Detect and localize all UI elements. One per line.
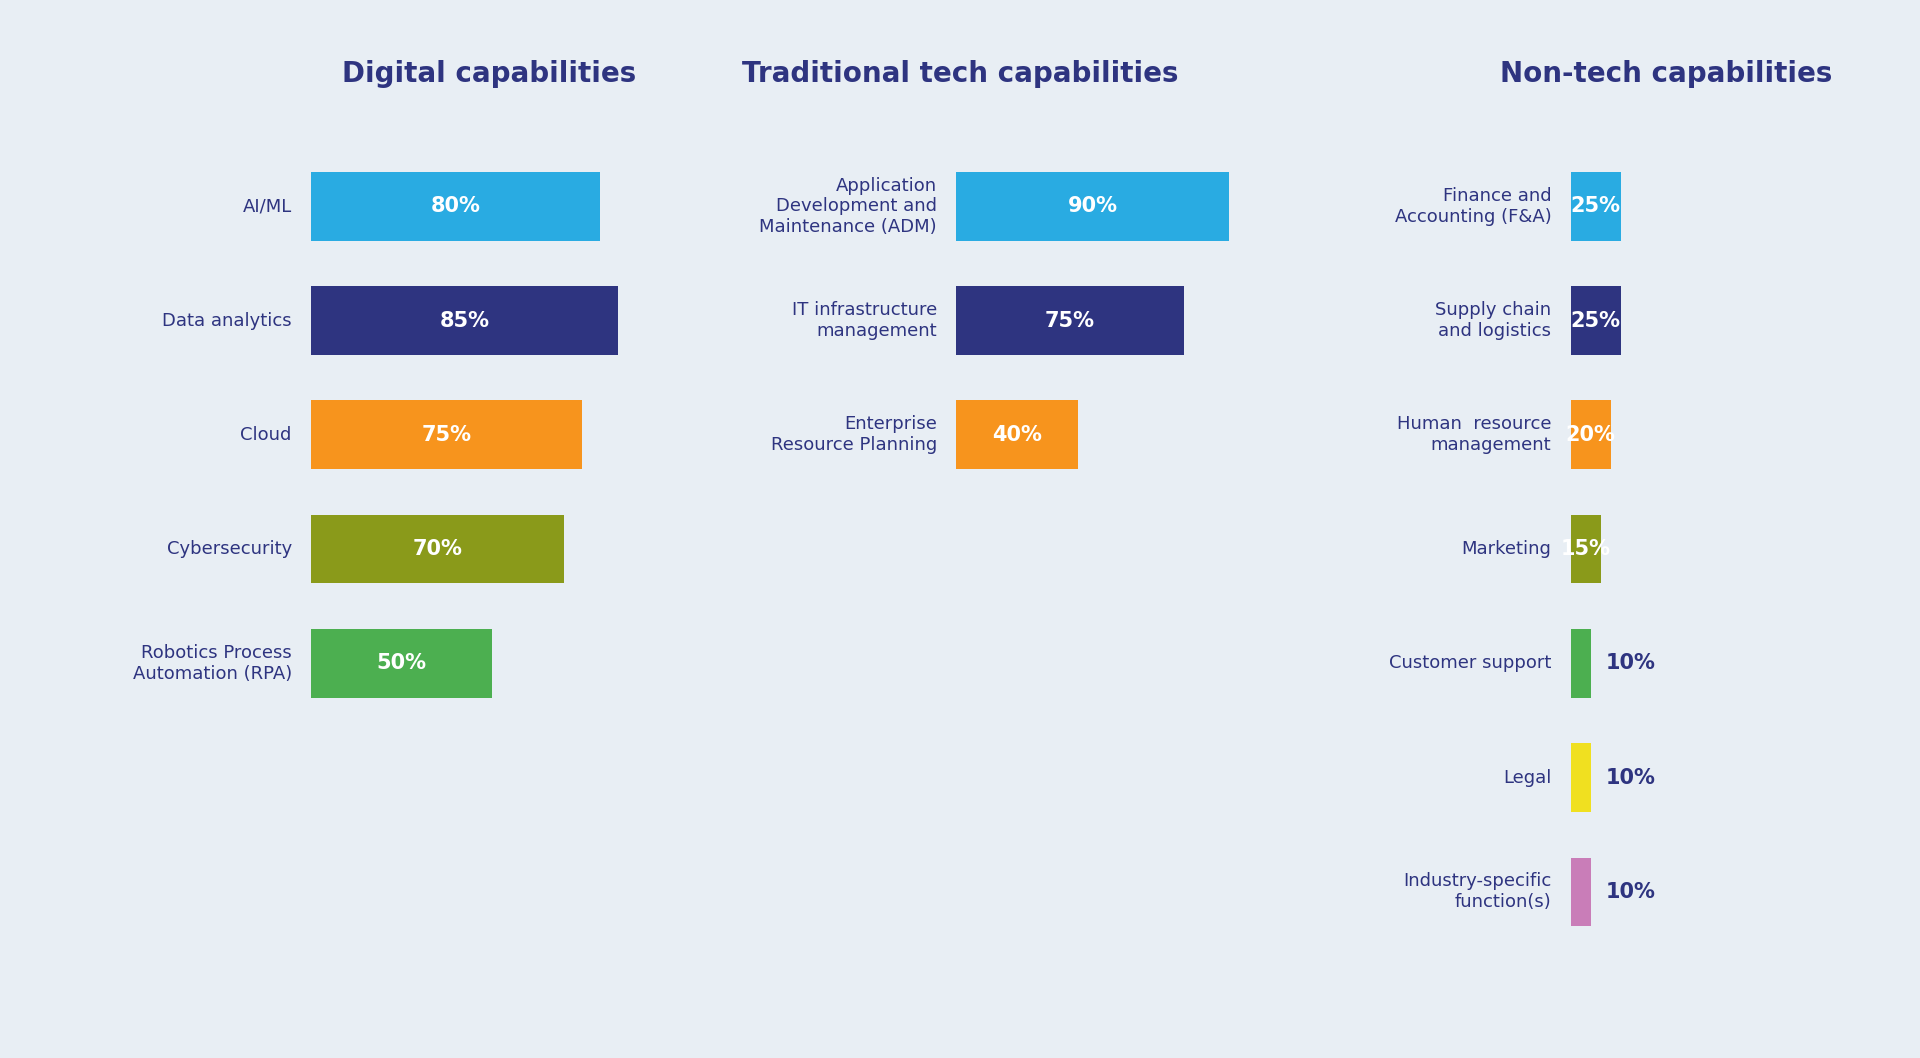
Text: 85%: 85% bbox=[440, 311, 490, 330]
FancyBboxPatch shape bbox=[311, 286, 618, 354]
Text: 10%: 10% bbox=[1605, 768, 1655, 787]
Text: Data analytics: Data analytics bbox=[161, 311, 292, 330]
FancyBboxPatch shape bbox=[311, 628, 492, 698]
Text: 40%: 40% bbox=[993, 425, 1043, 444]
Text: 10%: 10% bbox=[1605, 882, 1655, 901]
Text: 20%: 20% bbox=[1567, 425, 1615, 444]
Text: Traditional tech capabilities: Traditional tech capabilities bbox=[741, 60, 1179, 88]
Text: Finance and
Accounting (F&A): Finance and Accounting (F&A) bbox=[1394, 187, 1551, 225]
FancyBboxPatch shape bbox=[1571, 400, 1611, 469]
FancyBboxPatch shape bbox=[956, 171, 1229, 240]
Text: 10%: 10% bbox=[1605, 654, 1655, 673]
Text: Supply chain
and logistics: Supply chain and logistics bbox=[1436, 302, 1551, 340]
Text: Non-tech capabilities: Non-tech capabilities bbox=[1500, 60, 1834, 88]
FancyBboxPatch shape bbox=[1571, 628, 1590, 698]
Text: AI/ML: AI/ML bbox=[242, 197, 292, 216]
FancyBboxPatch shape bbox=[956, 286, 1183, 354]
Text: Human  resource
management: Human resource management bbox=[1398, 416, 1551, 454]
FancyBboxPatch shape bbox=[1571, 171, 1620, 240]
Text: Enterprise
Resource Planning: Enterprise Resource Planning bbox=[770, 416, 937, 454]
Text: 75%: 75% bbox=[1044, 311, 1094, 330]
Text: 70%: 70% bbox=[413, 540, 463, 559]
FancyBboxPatch shape bbox=[1571, 514, 1601, 583]
Text: 90%: 90% bbox=[1068, 197, 1117, 216]
Text: Industry-specific
function(s): Industry-specific function(s) bbox=[1404, 873, 1551, 911]
Text: 80%: 80% bbox=[430, 197, 480, 216]
FancyBboxPatch shape bbox=[1571, 286, 1620, 354]
FancyBboxPatch shape bbox=[956, 400, 1077, 469]
FancyBboxPatch shape bbox=[311, 514, 564, 583]
Text: 25%: 25% bbox=[1571, 197, 1620, 216]
Text: Customer support: Customer support bbox=[1388, 654, 1551, 673]
Text: 75%: 75% bbox=[420, 425, 472, 444]
FancyBboxPatch shape bbox=[311, 171, 599, 240]
Text: Cybersecurity: Cybersecurity bbox=[167, 540, 292, 559]
Text: Marketing: Marketing bbox=[1461, 540, 1551, 559]
FancyBboxPatch shape bbox=[1571, 857, 1590, 927]
Text: 15%: 15% bbox=[1561, 540, 1611, 559]
Text: Digital capabilities: Digital capabilities bbox=[342, 60, 637, 88]
FancyBboxPatch shape bbox=[1571, 743, 1590, 813]
Text: IT infrastructure
management: IT infrastructure management bbox=[791, 302, 937, 340]
Text: Cloud: Cloud bbox=[240, 425, 292, 444]
Text: 50%: 50% bbox=[376, 654, 426, 673]
Text: 25%: 25% bbox=[1571, 311, 1620, 330]
FancyBboxPatch shape bbox=[311, 400, 582, 469]
Text: Application
Development and
Maintenance (ADM): Application Development and Maintenance … bbox=[758, 177, 937, 236]
Text: Legal: Legal bbox=[1503, 768, 1551, 787]
Text: Robotics Process
Automation (RPA): Robotics Process Automation (RPA) bbox=[132, 644, 292, 682]
